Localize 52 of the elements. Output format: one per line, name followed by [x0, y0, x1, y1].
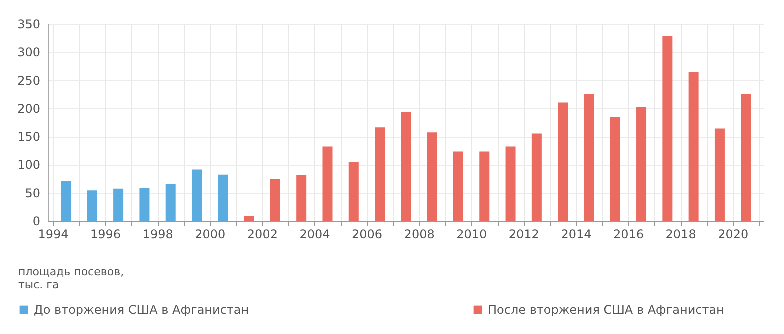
bar — [348, 162, 359, 221]
bar — [192, 170, 202, 221]
bar — [741, 94, 752, 221]
x-tick-label: 2014 — [561, 228, 592, 242]
y-tick-label: 250 — [18, 74, 40, 88]
y-tick-label: 0 — [32, 214, 40, 228]
bar — [61, 181, 72, 221]
x-tick-label: 1994 — [38, 228, 69, 242]
y-tick-label: 150 — [18, 130, 40, 144]
bar — [714, 128, 725, 221]
bar — [636, 107, 647, 221]
bar — [87, 190, 98, 221]
x-tick-label: 2018 — [666, 228, 696, 242]
legend-label: До вторжения США в Афганистан — [34, 303, 250, 317]
x-tick-label: 1998 — [142, 228, 174, 242]
bar — [662, 36, 673, 221]
bar — [558, 102, 568, 221]
x-tick-label: 2002 — [247, 228, 278, 242]
bar — [296, 175, 307, 221]
x-tick-label: 2010 — [456, 228, 488, 242]
bar — [453, 152, 464, 221]
x-tick-label: 1996 — [90, 228, 122, 242]
bar — [218, 174, 228, 221]
y-tick-label: 350 — [18, 18, 40, 32]
x-tick-label: 2016 — [613, 228, 644, 242]
y-tick-label: 300 — [18, 46, 40, 60]
bar — [244, 216, 254, 221]
x-tick-label: 2006 — [352, 228, 383, 242]
bar — [140, 188, 150, 221]
bar — [270, 179, 280, 221]
x-tick-label: 2000 — [195, 228, 226, 242]
bar — [688, 72, 699, 221]
y-tick-label: 100 — [18, 158, 40, 172]
bar — [375, 128, 386, 221]
bar — [401, 112, 412, 221]
y-tick-label: 200 — [18, 102, 40, 116]
bar — [610, 117, 620, 221]
bar — [166, 184, 176, 221]
legend-label: После вторжения США в Афганистан — [488, 303, 724, 317]
x-tick-label: 2020 — [718, 228, 749, 242]
bar — [584, 94, 594, 221]
x-tick-label: 2008 — [404, 228, 435, 242]
bar — [427, 132, 438, 221]
bar — [114, 188, 124, 221]
y-axis-title: площадь посевов, тыс. га — [18, 266, 124, 292]
bar — [480, 152, 490, 221]
x-tick-label: 2012 — [508, 228, 540, 242]
bar — [506, 146, 516, 221]
bar — [322, 146, 333, 221]
y-tick-label: 50 — [25, 186, 40, 200]
bar — [532, 134, 542, 221]
x-tick-label: 2004 — [300, 228, 330, 242]
